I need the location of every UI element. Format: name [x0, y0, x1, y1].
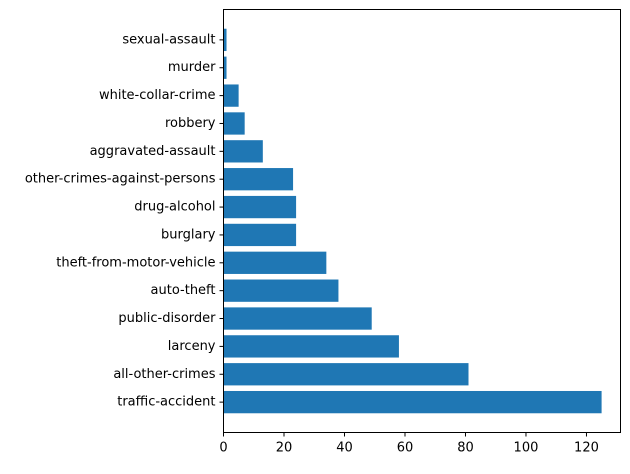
bar-other-crimes-against-persons: [223, 168, 294, 191]
y-tick-label: other-crimes-against-persons: [25, 172, 216, 187]
x-tick-label: 100: [514, 441, 539, 456]
y-tick-label: white-collar-crime: [99, 88, 216, 103]
bars-layer: [223, 28, 602, 414]
y-tick-label: theft-from-motor-vehicle: [56, 255, 215, 270]
y-tick-label: robbery: [165, 116, 216, 131]
y-tick-label: all-other-crimes: [113, 367, 215, 382]
bar-sexual-assault: [223, 28, 227, 52]
y-tick-label: larceny: [168, 339, 216, 354]
bar-drug-alcohol: [223, 195, 297, 219]
x-tick-label: 0: [219, 441, 227, 456]
x-tick-label: 20: [276, 441, 293, 456]
plot-frame: [223, 9, 621, 433]
x-tick-label: 60: [397, 441, 414, 456]
bar-theft-from-motor-vehicle: [223, 251, 327, 274]
y-tick-label: public-disorder: [118, 311, 216, 326]
y-tick-label: traffic-accident: [117, 395, 215, 410]
y-tick-label: burglary: [161, 227, 216, 242]
bar-public-disorder: [223, 307, 372, 330]
y-tick-label: murder: [168, 60, 216, 75]
y-tick-label: auto-theft: [151, 283, 216, 298]
bar-white-collar-crime: [223, 84, 239, 107]
bar-robbery: [223, 112, 245, 135]
bar-larceny: [223, 335, 399, 358]
y-tick-label: aggravated-assault: [90, 144, 216, 159]
x-tick-label: 40: [336, 441, 353, 456]
ticks-layer: traffic-accident all-other-crimes larceny p…: [25, 32, 599, 455]
bar-all-other-crimes: [223, 363, 469, 386]
x-tick-label: 120: [574, 441, 599, 456]
bar-murder: [223, 56, 227, 79]
y-tick-label: sexual-assault: [122, 32, 215, 47]
bar-auto-theft: [223, 279, 339, 302]
y-tick-label: drug-alcohol: [134, 200, 215, 215]
bar-aggravated-assault: [223, 140, 263, 163]
bar-traffic-accident: [223, 390, 602, 414]
x-tick-label: 80: [457, 441, 474, 456]
bar-burglary: [223, 223, 297, 247]
